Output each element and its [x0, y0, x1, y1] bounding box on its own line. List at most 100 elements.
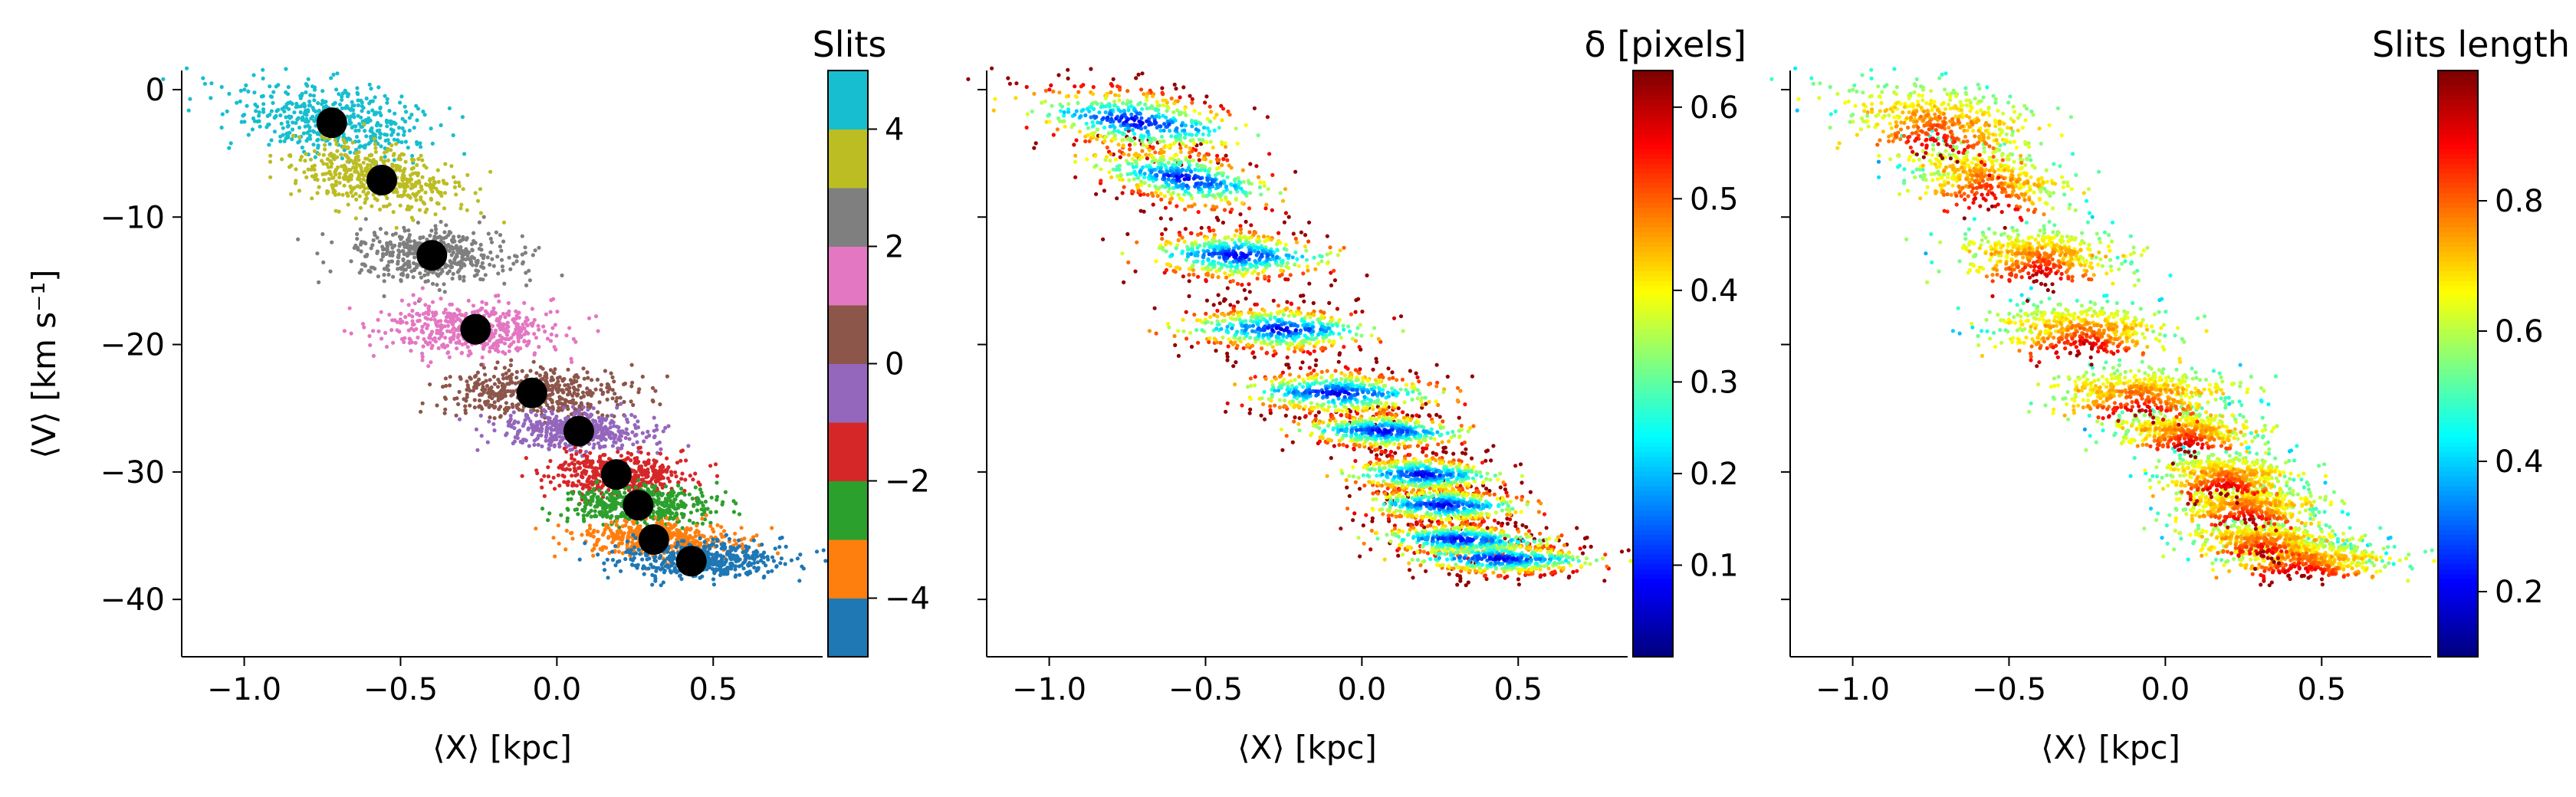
slit-point — [530, 307, 535, 311]
slit-point — [458, 248, 463, 252]
slit-point — [359, 124, 363, 130]
slit-point — [261, 93, 265, 98]
slit-point — [348, 150, 353, 155]
slit-point — [315, 131, 320, 136]
slit-point — [369, 87, 373, 91]
slit-point — [428, 340, 432, 345]
slit-point — [495, 254, 500, 259]
slit-point — [540, 414, 544, 418]
slit-point — [487, 313, 491, 318]
slit-point — [411, 293, 416, 297]
slit-point — [384, 344, 389, 349]
slit-point — [390, 274, 396, 279]
slit-point — [639, 450, 643, 454]
slit-point — [385, 124, 389, 129]
slit-point — [492, 416, 497, 421]
slit-point — [357, 172, 362, 177]
slit-point — [303, 159, 307, 163]
slit-point — [655, 428, 659, 432]
slit-point — [480, 355, 485, 359]
delta-point — [1234, 360, 1238, 365]
delta-point — [1231, 364, 1236, 369]
slit-point — [577, 557, 582, 562]
slit-point — [544, 433, 549, 438]
delta-point — [1300, 360, 1305, 365]
slit-point — [491, 264, 496, 268]
slit-point — [343, 88, 347, 93]
slit-point — [591, 469, 596, 474]
slit-point — [653, 559, 659, 563]
slit-point — [536, 442, 540, 448]
slit-point — [537, 345, 541, 349]
slit-point — [399, 336, 405, 341]
slit-point — [502, 407, 508, 412]
slit-point — [474, 373, 478, 378]
slit-point — [491, 333, 495, 338]
slit-point — [227, 146, 232, 150]
slit-point — [646, 429, 650, 435]
slit-point — [385, 97, 389, 101]
slit-point — [659, 447, 663, 451]
slit-point — [461, 235, 465, 239]
slit-point — [614, 398, 619, 404]
slit-point — [420, 354, 425, 359]
slit-point — [485, 310, 489, 316]
slit-point — [642, 439, 646, 444]
slit-point — [570, 480, 575, 486]
slit-point — [399, 298, 405, 303]
slit-point — [430, 343, 435, 348]
slit-point — [426, 317, 430, 321]
slit-point — [337, 181, 342, 185]
slit-point — [572, 387, 577, 392]
slit-point — [555, 399, 560, 405]
slit-point — [765, 555, 770, 559]
slit-point — [477, 377, 481, 382]
slit-point — [601, 444, 606, 449]
slit-point — [737, 538, 741, 543]
slit-point — [574, 484, 580, 488]
slit-point — [434, 231, 439, 235]
slit-point — [514, 376, 519, 380]
slit-point — [387, 109, 392, 113]
slit-point — [697, 542, 702, 546]
slit-point — [553, 554, 557, 559]
slit-point — [352, 245, 356, 251]
delta-point — [1280, 448, 1285, 452]
slit-point — [653, 389, 658, 393]
slit-point — [317, 108, 321, 113]
slit-point — [405, 254, 410, 258]
slit-point — [517, 325, 521, 330]
slit-point — [548, 339, 554, 343]
slit-point — [310, 174, 314, 179]
slit-point — [311, 93, 316, 98]
slit-point — [400, 126, 405, 130]
slit-point — [561, 390, 566, 395]
slit-point — [356, 103, 360, 107]
slit-point — [580, 486, 585, 490]
slit-point — [602, 568, 607, 572]
slit-point — [656, 479, 660, 484]
slit-point — [456, 333, 461, 337]
slit-point — [713, 462, 718, 467]
slit-point — [619, 494, 623, 499]
slit-point — [288, 153, 293, 158]
slit-point — [338, 102, 343, 107]
slit-point — [715, 480, 719, 485]
slit-point — [570, 474, 574, 478]
slit-point — [532, 438, 537, 443]
slit-point — [399, 279, 403, 284]
slit-point — [498, 326, 502, 330]
slit-point — [441, 343, 445, 347]
slit-point — [547, 511, 552, 516]
slit-point — [760, 554, 764, 559]
slit-point — [335, 155, 340, 159]
slit-point — [337, 175, 342, 180]
slit-point — [476, 269, 481, 274]
slit-point — [366, 268, 371, 273]
delta-point — [1173, 343, 1178, 347]
slit-point — [570, 536, 575, 541]
slit-point — [510, 402, 514, 407]
slit-point — [439, 219, 443, 224]
delta-point — [1414, 371, 1418, 376]
slit-point — [679, 490, 684, 495]
